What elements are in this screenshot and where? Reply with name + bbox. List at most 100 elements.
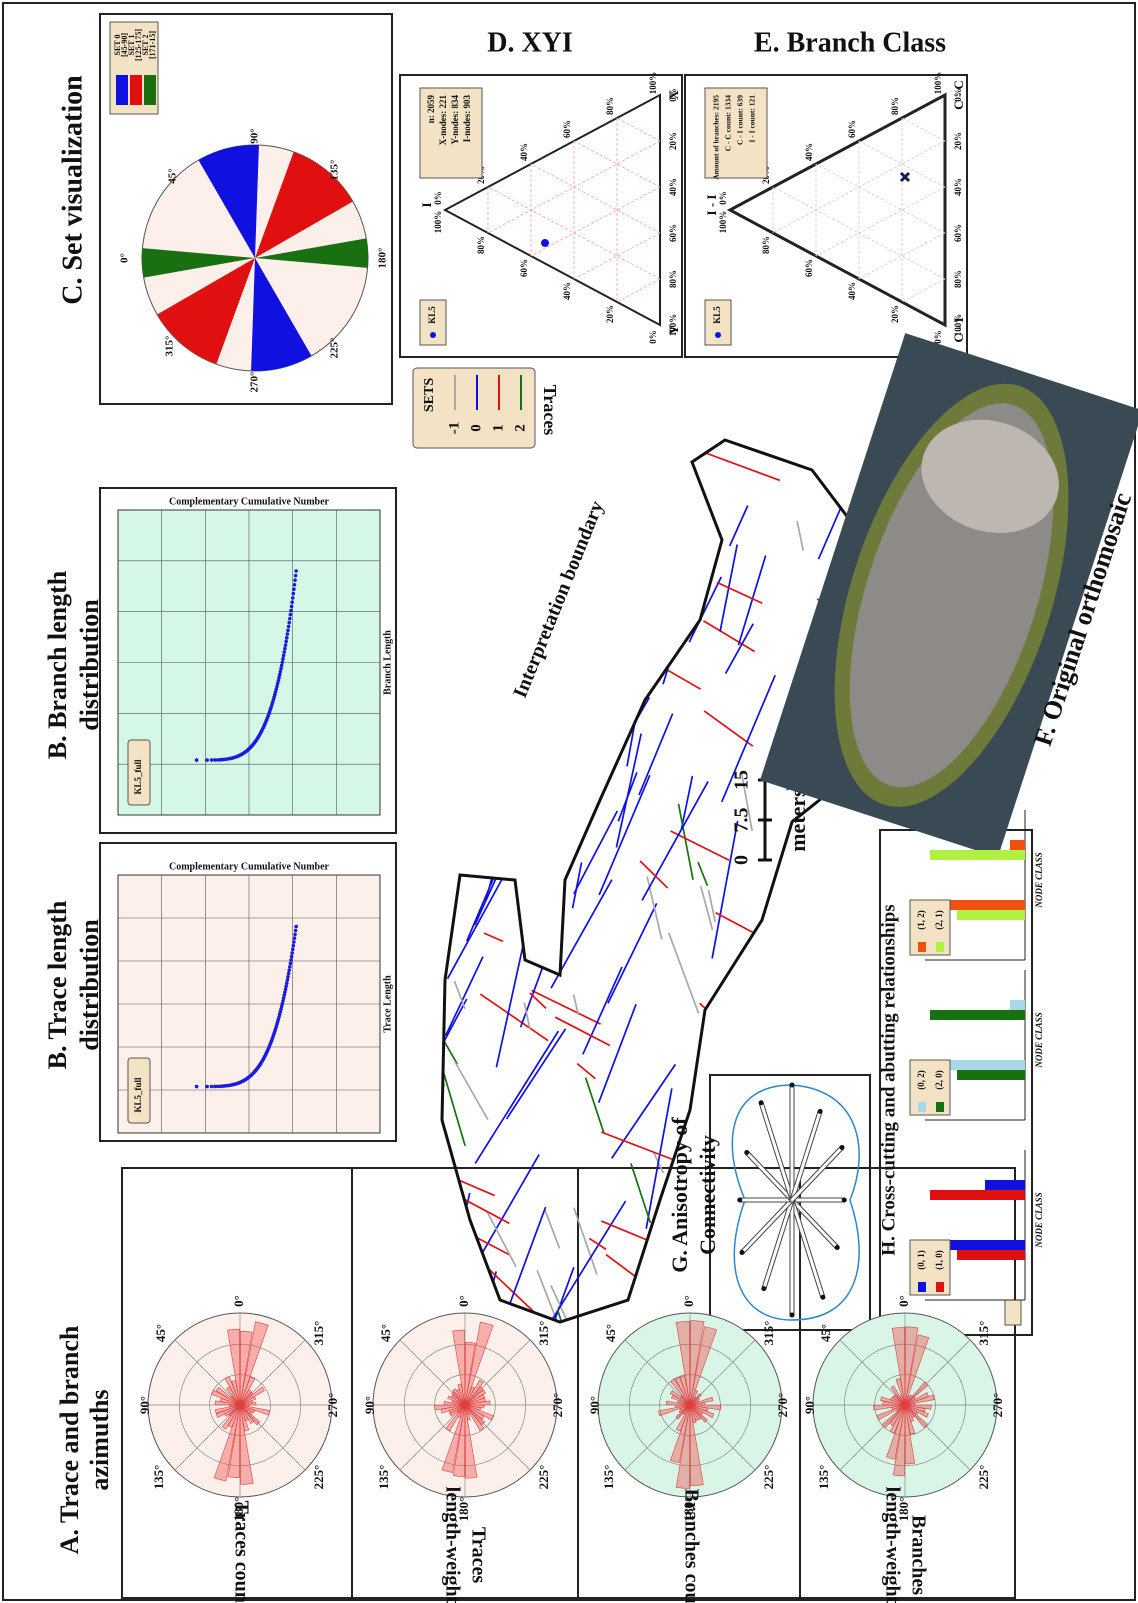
data-point: [294, 574, 298, 578]
angle-label: 45°: [167, 168, 179, 183]
arrow-tip: [759, 1100, 764, 1105]
scale-label: 15: [731, 770, 753, 790]
legend-text: (0, 2): [916, 1070, 926, 1090]
arrow-tip: [761, 1286, 766, 1291]
data-point: [195, 1085, 199, 1089]
data-point: [293, 578, 297, 582]
axis-label: Branch Length: [382, 630, 393, 695]
data-point: [288, 617, 292, 621]
data-point: [284, 640, 288, 644]
angle-label: 225°: [761, 1465, 776, 1490]
panel-title: B. Branch length: [43, 570, 72, 759]
legend-title: Traces: [540, 385, 560, 436]
percent-label: 40%: [953, 178, 963, 196]
vertex-label: X: [666, 90, 681, 100]
data-point: [287, 972, 291, 976]
data-point: [289, 609, 293, 613]
data-point: [285, 981, 289, 985]
data-point: [290, 605, 294, 609]
legend-text: 0: [468, 424, 484, 432]
panel-title: distribution: [75, 599, 104, 731]
angle-label: 315°: [311, 1321, 326, 1346]
data-point: [280, 664, 284, 668]
figure: A. Trace and branchazimuths 0° 45° 90° 135° 1…: [0, 0, 1138, 1603]
data-point: [286, 975, 290, 979]
angle-label: 225°: [976, 1465, 991, 1490]
legend-text: KL5_full: [133, 1077, 143, 1113]
axis-label: NODE CLASS: [1034, 1192, 1044, 1248]
percent-label: 60%: [847, 120, 857, 138]
panel-title: G. Anisotropy of: [667, 1117, 692, 1273]
percent-label: 40%: [804, 143, 814, 161]
axis-label: NODE CLASS: [1034, 1012, 1044, 1068]
percent-label: 80%: [668, 270, 678, 288]
h-bar: [957, 1250, 1025, 1260]
percent-label: 0%: [718, 191, 728, 205]
angle-label: 135°: [376, 1465, 391, 1490]
angle-label: 225°: [329, 338, 341, 359]
data-point: [210, 1085, 214, 1089]
data-point: [294, 925, 298, 929]
arrow-tip: [737, 1198, 742, 1203]
angle-label: 90°: [137, 1396, 152, 1414]
legend-text: [171-15]: [148, 31, 157, 59]
h-bar: [950, 1060, 1025, 1070]
percent-label: 40%: [562, 282, 572, 300]
legend-text: (1, 2): [916, 910, 926, 930]
percent-label: 80%: [476, 236, 486, 254]
data-point: [292, 592, 296, 596]
data-point: [278, 673, 282, 677]
legend-swatch: [130, 75, 142, 105]
angle-label: 270°: [990, 1393, 1005, 1418]
h-bar: [957, 1070, 1025, 1080]
data-point: [293, 583, 297, 587]
data-point: [284, 987, 288, 991]
angle-label: 270°: [775, 1393, 790, 1418]
vertex-label: C - C: [951, 80, 966, 110]
legend-text: -1: [446, 422, 462, 435]
legend-text: KL5_full: [133, 759, 143, 795]
angle-label: 0°: [896, 1295, 911, 1307]
arrow-tip: [818, 1109, 823, 1114]
legend-text: 1: [490, 424, 506, 432]
panel-title: A. Trace and branch: [55, 1325, 84, 1554]
data-point: [282, 650, 286, 654]
data-point: [282, 654, 286, 658]
panel-title: azimuths: [85, 1389, 114, 1490]
percent-label: 20%: [605, 305, 615, 323]
data-point: [283, 990, 287, 994]
panel-title: D. XYI: [487, 27, 573, 58]
stats-text: Amount of branches: 2195: [712, 95, 721, 180]
h-bar: [950, 1240, 1025, 1250]
angle-label: 0°: [456, 1295, 471, 1307]
percent-label: 0%: [933, 330, 943, 344]
legend-text: KL5: [427, 306, 437, 324]
scale-label: 7.5: [731, 808, 753, 833]
data-point: [292, 940, 296, 944]
panel-title: C. Set visualization: [57, 75, 88, 305]
percent-label: 20%: [953, 132, 963, 150]
legend-marker: [430, 332, 436, 338]
percent-label: 60%: [519, 259, 529, 277]
row-label: Branches: [907, 1515, 929, 1595]
legend-swatch: [918, 1282, 926, 1292]
angle-label: 90°: [802, 1396, 817, 1414]
percent-label: 60%: [804, 259, 814, 277]
data-point: [205, 758, 209, 762]
percent-label: 80%: [890, 97, 900, 115]
legend-box: [1005, 1300, 1021, 1325]
legend-swatch: [936, 1282, 944, 1292]
percent-label: 40%: [668, 178, 678, 196]
angle-label: 0°: [119, 253, 131, 263]
angle-label: 315°: [164, 336, 176, 357]
h-bar: [930, 850, 1025, 860]
vertex-label: I - I: [704, 195, 719, 216]
data-point: [285, 636, 289, 640]
percent-label: 20%: [668, 132, 678, 150]
percent-label: 100%: [648, 72, 658, 95]
data-point: [287, 968, 291, 972]
stats-text: Y-nodes: 834: [450, 95, 460, 145]
data-point: [289, 962, 293, 966]
percent-label: 100%: [718, 211, 728, 234]
data-point: [293, 936, 297, 940]
